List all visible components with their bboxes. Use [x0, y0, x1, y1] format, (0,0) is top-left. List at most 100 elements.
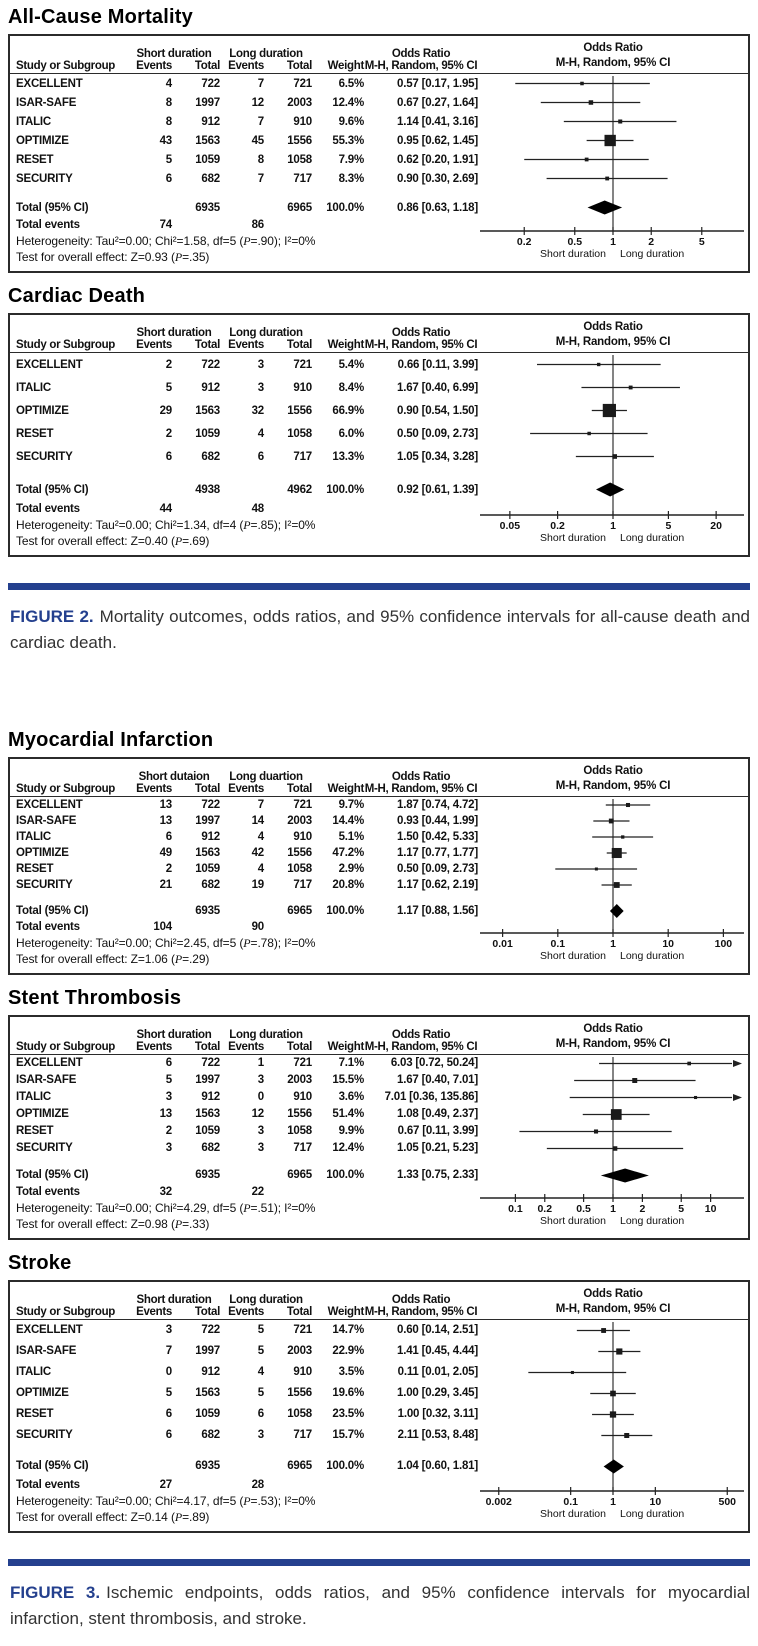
figure-2-caption-text: Mortality outcomes, odds ratios, and 95%…: [10, 607, 751, 653]
events1-value: 8: [165, 115, 172, 128]
column-header-row: Study or Subgroup Events Total Events Total W…: [10, 783, 478, 795]
col-header-weight: Weight: [327, 1040, 365, 1053]
total-events2: 86: [251, 219, 265, 231]
inter-figure-gap: [8, 657, 750, 727]
plot-method-header: M-H, Random, 95% CI: [555, 57, 671, 70]
study-weight-marker: [605, 176, 610, 181]
figure-3-caption: FIGURE 3. Ischemic endpoints, odds ratios…: [10, 1580, 750, 1633]
total-or-ci: 0.86 [0.63, 1.18]: [397, 201, 478, 214]
events2-value: 4: [257, 830, 264, 843]
table-row: OPTIMIZE 43 1563 45 1556 55.3% 0.95 [0.62, 1.4…: [10, 131, 478, 150]
total-or-ci: 1.04 [0.60, 1.81]: [397, 1460, 478, 1473]
col-header-events1: Events: [136, 1040, 172, 1053]
forest-plot: 0.002 0.1 1 10 500 Short duration Long duratio…: [480, 1321, 744, 1520]
weight-value: 6.5%: [338, 77, 365, 90]
study-name: OPTIMIZE: [16, 404, 69, 417]
total1-value: 1563: [195, 404, 220, 417]
col-header-total1: Total: [194, 782, 220, 795]
group1-header: Short duration: [136, 48, 212, 60]
table-row: SECURITY 3 682 3 717 12.4% 1.05 [0.21, 5.23]: [10, 1140, 478, 1157]
total2-value: 721: [293, 798, 312, 811]
col-header-events2: Events: [228, 60, 264, 72]
x-axis-tick-label: 0.2: [537, 1203, 552, 1215]
total2-value: 717: [293, 1142, 312, 1155]
events2-value: 1: [257, 1057, 264, 1070]
events2-value: 7: [257, 172, 264, 185]
total-weight: 100.0%: [326, 483, 364, 496]
plot-header: Odds Ratio M-H, Random, 95% CI: [478, 315, 748, 353]
study-name: RESET: [16, 1125, 54, 1138]
x-axis-tick-label: 0.05: [500, 520, 521, 532]
total1-value: 1059: [195, 427, 220, 440]
x-axis-tick-label: 2: [648, 236, 654, 248]
events1-value: 5: [165, 381, 172, 394]
total1-sum: 6935: [195, 201, 220, 214]
total-row: Total (95% CI) 4938 4962 100.0% 0.92 [0.61, …: [10, 478, 478, 501]
total2-sum: 4962: [287, 483, 312, 496]
figure-2-block: All-Cause Mortality Short duration Long d…: [8, 6, 750, 657]
x-axis-tick-label: 0.002: [486, 1496, 512, 1508]
total1-value: 912: [201, 1091, 220, 1104]
study-weight-marker: [588, 100, 594, 105]
events2-value: 4: [257, 862, 264, 875]
study-weight-marker: [610, 1390, 616, 1397]
weight-value: 22.9%: [332, 1345, 364, 1358]
col-header-events1: Events: [136, 782, 172, 795]
odds-ratio-header: Odds Ratio: [391, 1028, 451, 1041]
figure-2-caption: FIGURE 2. Mortality outcomes, odds ratios…: [10, 604, 750, 657]
table-row: RESET 2 1059 4 1058 6.0% 0.50 [0.09, 2.73]: [10, 422, 478, 445]
forest-table: EXCELLENT 4 722 7 721 6.5% 0.57 [0.17, 1.95] IS…: [10, 74, 478, 271]
total-label: Total (95% CI): [16, 904, 89, 917]
study-weight-marker: [594, 867, 598, 871]
x-axis-tick-label: 500: [718, 1496, 736, 1508]
total2-sum: 6965: [287, 201, 312, 214]
events1-value: 13: [159, 798, 173, 811]
x-axis-tick-label: 0.1: [563, 1496, 578, 1508]
total2-value: 1058: [287, 427, 312, 440]
total1-value: 1563: [195, 846, 220, 859]
total2-value: 2003: [287, 1074, 312, 1087]
col-header-study: Study or Subgroup: [16, 60, 116, 72]
col-header-total1: Total: [194, 1305, 220, 1318]
total1-value: 1997: [195, 96, 220, 109]
total1-value: 1563: [195, 134, 220, 147]
weight-value: 9.9%: [338, 1125, 365, 1138]
table-row: EXCELLENT 13 722 7 721 9.7% 1.87 [0.74, 4.72]: [10, 797, 478, 813]
events1-value: 3: [165, 1091, 172, 1104]
total-diamond: [609, 903, 624, 918]
group1-header: Short dutaion: [138, 770, 210, 783]
heterogeneity-line: Heterogeneity: Tau²=0.00; Chi²=1.58, df=…: [16, 234, 316, 248]
x-axis-tick-label: 0.5: [576, 1203, 591, 1215]
study-weight-marker: [618, 119, 623, 124]
weight-value: 3.6%: [338, 1091, 365, 1104]
total-diamond: [587, 200, 623, 215]
total-events-label: Total events: [16, 1478, 80, 1491]
or-ci-value: 1.17 [0.77, 1.77]: [397, 846, 478, 859]
x-axis-tick-label: 0.2: [517, 236, 532, 248]
table-header: Short duration Long duration Odds Ratio Stu…: [10, 36, 478, 74]
total2-value: 1058: [287, 862, 312, 875]
total1-sum: 6935: [195, 1460, 220, 1473]
heterogeneity-line: Heterogeneity: Tau²=0.00; Chi²=2.45, df=…: [16, 935, 316, 950]
events2-value: 3: [257, 381, 264, 394]
table-row: EXCELLENT 6 722 1 721 7.1% 6.03 [0.72, 50.24]: [10, 1055, 478, 1072]
events1-value: 6: [165, 1057, 172, 1070]
overall-effect-line: Test for overall effect: Z=0.14 (P=.89): [16, 1509, 210, 1524]
col-header-weight: Weight: [327, 339, 365, 351]
table-row: ITALIC 0 912 4 910 3.5% 0.11 [0.01, 2.05]: [10, 1362, 478, 1383]
events1-value: 3: [165, 1142, 172, 1155]
events1-value: 3: [165, 1324, 172, 1337]
x-axis-right-label: Long duration: [620, 1508, 684, 1520]
study-name: SECURITY: [16, 1429, 73, 1442]
group2-header: Long duartion: [229, 770, 303, 783]
section-title-myocardial-infarction: Myocardial Infarction: [8, 728, 214, 751]
plot-odds-ratio-header: Odds Ratio: [583, 320, 643, 333]
plot-method-header: M-H, Random, 95% CI: [555, 336, 671, 349]
col-header-method: M-H, Random, 95% CI: [364, 339, 478, 351]
study-weight-marker: [625, 802, 631, 807]
x-axis-tick-label: 5: [699, 236, 705, 248]
x-axis-tick-label: 2: [639, 1203, 645, 1215]
group1-header: Short duration: [136, 327, 212, 339]
study-weight-marker: [628, 385, 633, 390]
plot-method-header: M-H, Random, 95% CI: [555, 1038, 671, 1051]
